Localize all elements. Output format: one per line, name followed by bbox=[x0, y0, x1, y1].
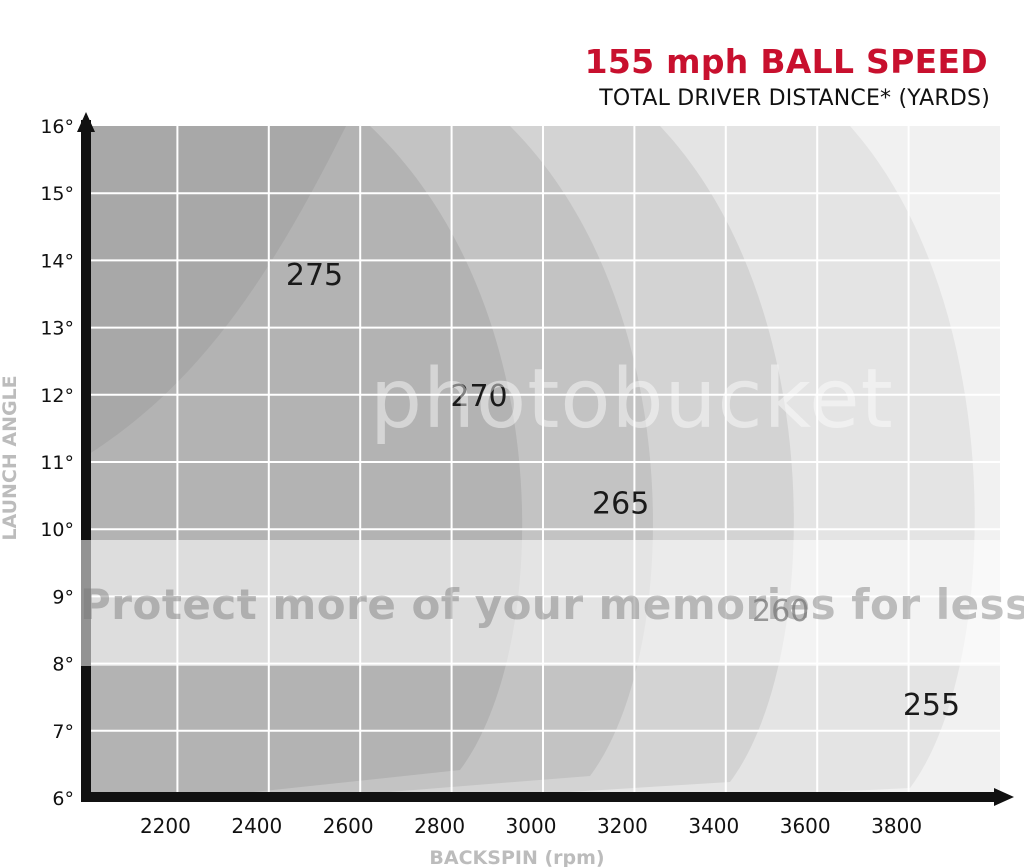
y-tick-label: 16° bbox=[40, 116, 74, 138]
y-axis-arrow bbox=[77, 112, 95, 132]
x-axis-arrow bbox=[994, 788, 1014, 806]
watermark-band bbox=[76, 540, 1024, 666]
chart-subtitle: TOTAL DRIVER DISTANCE* (YARDS) bbox=[599, 86, 990, 111]
x-tick-label: 3200 bbox=[597, 814, 648, 838]
x-tick-label: 3000 bbox=[506, 814, 557, 838]
x-tick-label: 3800 bbox=[871, 814, 922, 838]
chart-title: 155 mph BALL SPEED bbox=[584, 42, 988, 81]
y-tick-label: 13° bbox=[40, 318, 74, 340]
contour-label: 270 bbox=[450, 379, 507, 414]
y-tick-label: 12° bbox=[40, 385, 74, 407]
y-tick-label: 14° bbox=[40, 250, 74, 272]
x-tick-label: 2400 bbox=[231, 814, 282, 838]
x-tick-label: 3600 bbox=[780, 814, 831, 838]
x-tick-label: 2200 bbox=[140, 814, 191, 838]
x-axis-label: BACKSPIN (rpm) bbox=[429, 847, 604, 867]
y-tick-label: 11° bbox=[40, 452, 74, 474]
y-tick-label: 8° bbox=[52, 654, 74, 676]
y-tick-label: 6° bbox=[52, 788, 74, 810]
y-tick-label: 7° bbox=[52, 721, 74, 743]
contour-label: 265 bbox=[592, 486, 649, 521]
watermark-tagline: Protect more of your memories for less! bbox=[80, 580, 1024, 629]
x-tick-label: 2800 bbox=[414, 814, 465, 838]
band-darkest bbox=[86, 126, 346, 456]
x-tick-label: 2600 bbox=[323, 814, 374, 838]
contour-label: 275 bbox=[286, 258, 343, 293]
contour-label: 255 bbox=[903, 688, 960, 723]
x-tick-label: 3400 bbox=[688, 814, 739, 838]
y-tick-label: 10° bbox=[40, 519, 74, 541]
y-axis-label: LAUNCH ANGLE bbox=[0, 375, 21, 540]
watermark-brand: photobucket bbox=[370, 352, 894, 447]
y-tick-label: 9° bbox=[52, 586, 74, 608]
y-tick-label: 15° bbox=[40, 183, 74, 205]
